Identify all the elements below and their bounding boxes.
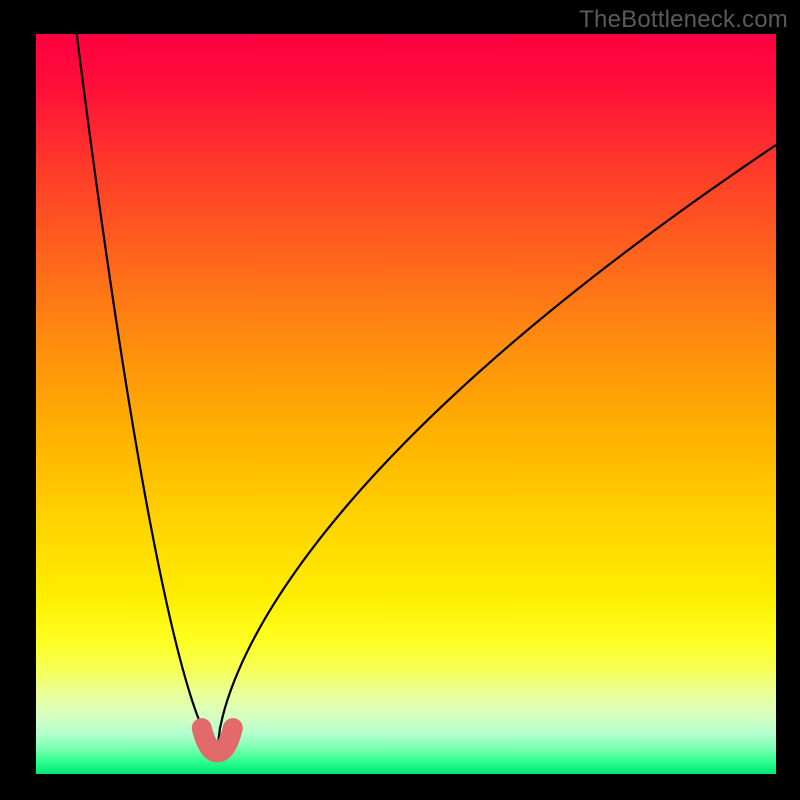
watermark-text: TheBottleneck.com [579,6,788,34]
bottleneck-chart [0,0,800,800]
chart-container: TheBottleneck.com [0,0,800,800]
plot-area [36,34,776,774]
